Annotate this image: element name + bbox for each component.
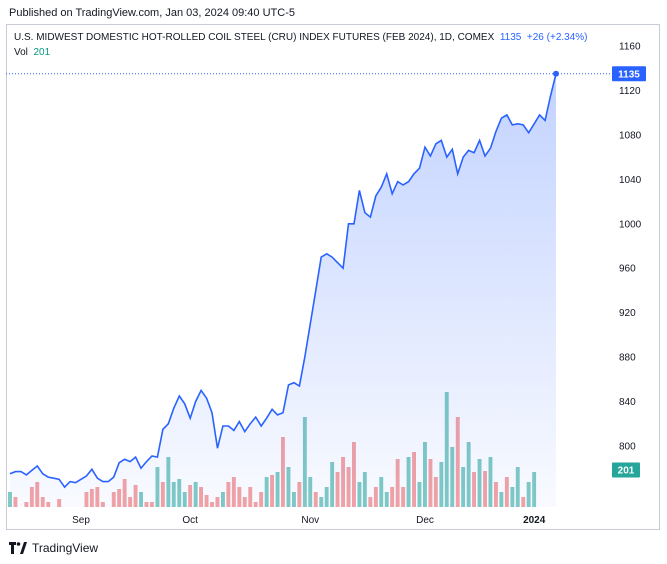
published-line: Published on TradingView.com, Jan 03, 20…	[9, 7, 295, 19]
price-tick-label: 1120	[619, 86, 641, 97]
price-tick-label: 960	[619, 264, 636, 275]
volume-label: Vol	[14, 47, 28, 58]
volume-bar	[8, 492, 12, 507]
last-price: 1135	[499, 32, 522, 43]
chart-frame	[6, 24, 660, 530]
volume-value: 201	[33, 47, 51, 58]
price-axis: 800 840 880 920 960 1000 1040 1080 1120 1160	[619, 42, 642, 453]
time-axis: Sep Oct Nov Dec 2024	[72, 515, 546, 526]
time-tick-label: 2024	[523, 515, 546, 526]
time-tick-label: Oct	[182, 515, 198, 526]
symbol-legend: U.S. MIDWEST DOMESTIC HOT-ROLLED COIL ST…	[14, 32, 588, 43]
symbol-title: U.S. MIDWEST DOMESTIC HOT-ROLLED COIL ST…	[14, 32, 495, 43]
last-price-badge-label: 1135	[618, 69, 640, 80]
tradingview-logo-icon	[9, 542, 27, 554]
last-volume-badge-label: 201	[618, 466, 635, 477]
footer-brand-label: TradingView	[32, 541, 99, 555]
time-tick-label: Sep	[72, 515, 90, 526]
time-tick-label: Dec	[416, 515, 434, 526]
price-line	[9, 73, 557, 489]
price-tick-label: 1040	[619, 175, 642, 186]
footer-brand[interactable]: TradingView	[9, 541, 98, 555]
price-area	[10, 73, 556, 508]
price-tick-label: 1080	[619, 130, 642, 141]
last-price-badge: 1135	[612, 66, 646, 82]
price-tick-label: 800	[619, 442, 636, 453]
price-tick-label: 920	[619, 308, 636, 319]
time-tick-label: Nov	[301, 515, 319, 526]
last-volume-badge: 201	[612, 462, 640, 478]
price-change: +26 (+2.34%)	[526, 32, 588, 43]
price-tick-label: 880	[619, 353, 636, 364]
volume-legend: Vol 201	[14, 47, 50, 58]
last-price-dot	[553, 70, 559, 77]
price-tick-label: 840	[619, 397, 636, 408]
price-tick-label: 1160	[619, 42, 641, 53]
price-tick-label: 1000	[619, 219, 642, 230]
